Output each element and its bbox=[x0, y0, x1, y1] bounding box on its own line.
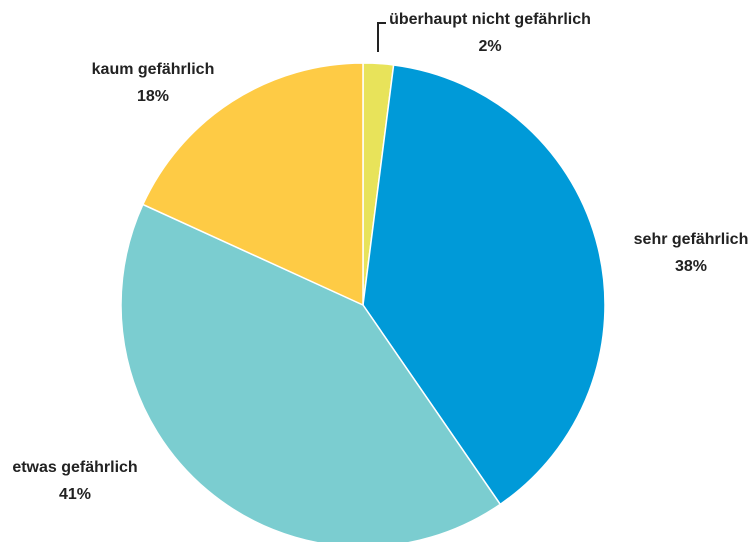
slice-label: überhaupt nicht gefährlich bbox=[389, 11, 591, 28]
pie-slice bbox=[120, 203, 502, 542]
slice-value-label: 2% bbox=[478, 38, 501, 55]
slice-value-label: 38% bbox=[675, 258, 707, 275]
slice-value-label: 18% bbox=[137, 88, 169, 105]
slice-value-label: 41% bbox=[59, 486, 91, 503]
pie-slice bbox=[141, 62, 364, 307]
slice-label: etwas gefährlich bbox=[12, 459, 137, 476]
slice-label: sehr gefährlich bbox=[634, 231, 749, 248]
slice-label: kaum gefährlich bbox=[92, 61, 215, 78]
leader-line bbox=[377, 22, 386, 52]
pie-slice bbox=[362, 64, 606, 506]
